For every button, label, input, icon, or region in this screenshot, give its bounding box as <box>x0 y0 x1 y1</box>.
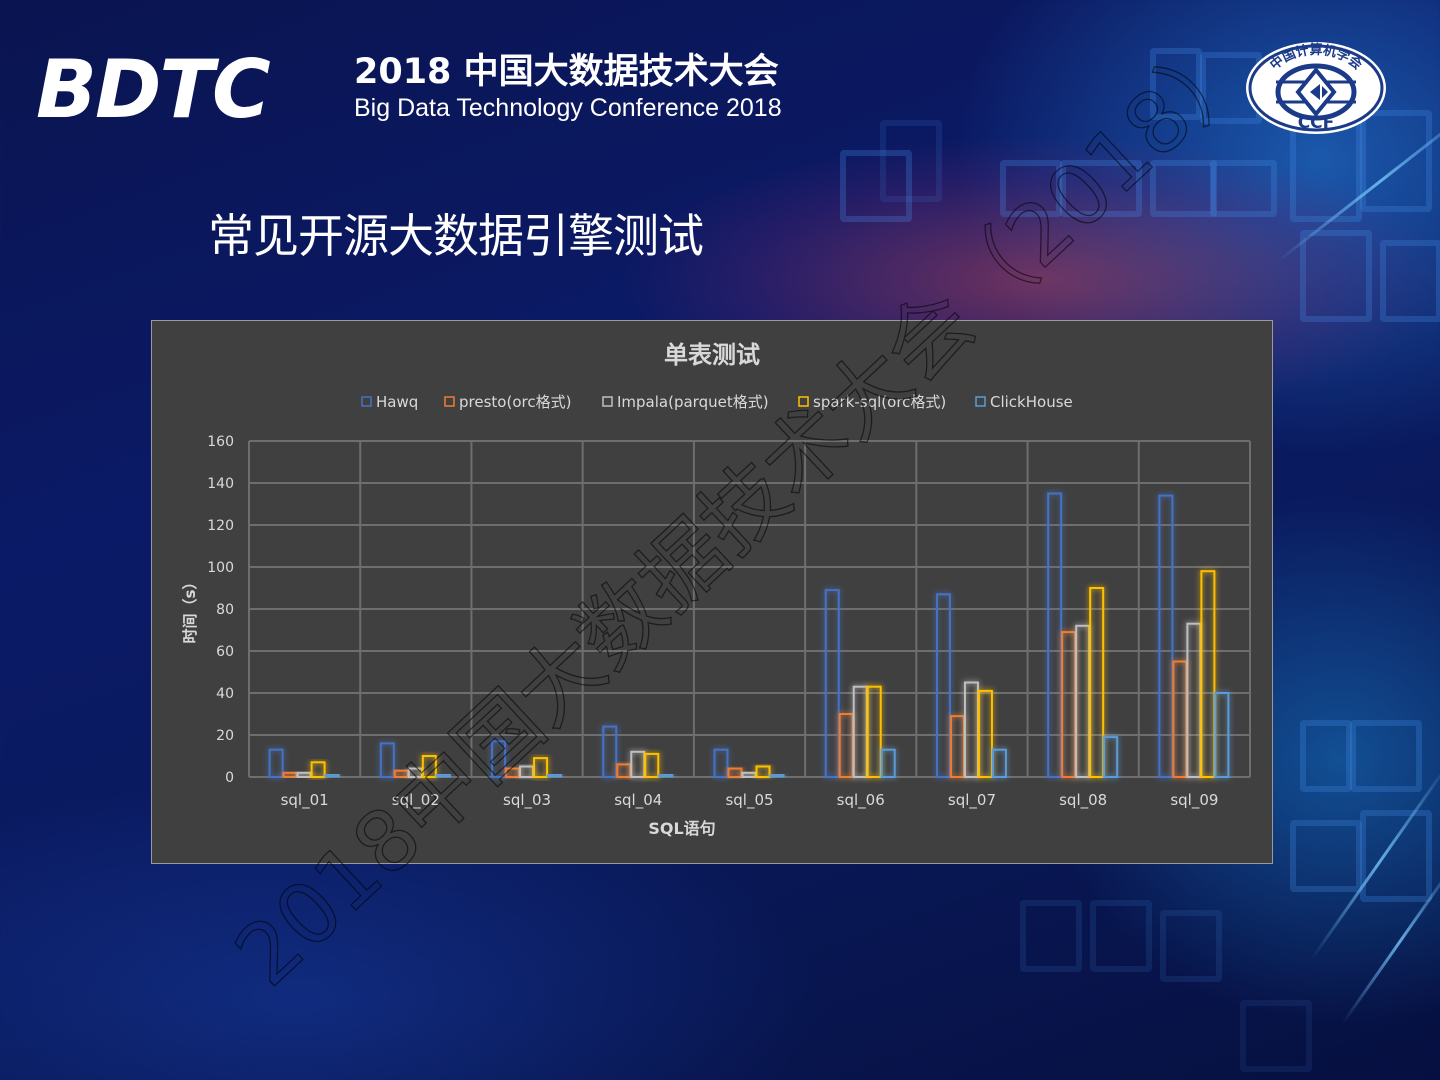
x-tick-label: sql_03 <box>503 791 551 810</box>
bar-0-4 <box>713 748 729 779</box>
bar-1-8 <box>1172 660 1188 778</box>
bar-1-4 <box>727 767 743 779</box>
bar-1-7 <box>1061 631 1077 778</box>
chart-bars <box>268 492 1230 779</box>
bar-3-2 <box>533 757 549 779</box>
bar-1-2 <box>505 767 521 779</box>
y-tick-label: 80 <box>216 602 234 618</box>
bar-4-3 <box>658 773 674 778</box>
bar-0-0 <box>268 748 284 779</box>
legend-label: ClickHouse <box>990 393 1073 411</box>
bar-2-3 <box>630 750 646 778</box>
bar-3-1 <box>421 755 437 778</box>
bar-2-1 <box>407 767 423 779</box>
y-tick-label: 120 <box>207 518 234 534</box>
bar-0-1 <box>379 742 395 778</box>
ccf-badge-abbr: CCF <box>1298 113 1335 133</box>
x-tick-label: sql_05 <box>725 791 773 810</box>
y-tick-label: 160 <box>207 434 234 450</box>
logo-mark: BDTC <box>36 43 271 136</box>
bar-0-2 <box>491 740 507 778</box>
bar-4-5 <box>880 748 896 779</box>
x-axis-label: SQL语句 <box>648 819 715 838</box>
bar-2-8 <box>1186 622 1202 779</box>
bar-2-0 <box>296 771 312 778</box>
bar-4-4 <box>769 773 785 778</box>
legend-label: Impala(parquet格式) <box>617 393 769 411</box>
y-tick-label: 60 <box>216 644 234 660</box>
x-tick-label: sql_01 <box>281 791 329 810</box>
y-tick-label: 140 <box>207 476 234 492</box>
bar-2-4 <box>741 771 757 778</box>
logo-english-title: Big Data Technology Conference 2018 <box>354 94 782 122</box>
legend-swatch <box>361 396 372 407</box>
bar-3-7 <box>1089 587 1105 778</box>
ccf-badge-icon: 中国计算机学会 CCF <box>1246 42 1386 134</box>
chart-title: 单表测试 <box>664 341 760 369</box>
bar-2-2 <box>519 765 535 778</box>
bar-2-5 <box>852 685 868 779</box>
logo-chinese-title: 2018 中国大数据技术大会 <box>354 52 779 92</box>
bar-3-8 <box>1200 570 1216 778</box>
x-tick-label: sql_06 <box>837 791 885 810</box>
y-tick-label: 0 <box>225 770 234 786</box>
legend-label: spark-sql(orc格式) <box>813 393 946 411</box>
bar-3-4 <box>755 765 771 778</box>
bar-2-6 <box>963 681 979 778</box>
slide-title: 常见开源大数据引擎测试 <box>208 209 704 263</box>
x-tick-label: sql_02 <box>392 791 440 810</box>
legend-label: presto(orc格式) <box>459 393 571 411</box>
legend-swatch <box>602 396 613 407</box>
x-tick-label: sql_07 <box>948 791 996 810</box>
chart-legend: Hawq presto(orc格式) Impala(parquet格式) spark-… <box>361 393 1073 411</box>
legend-swatch <box>444 396 455 407</box>
bar-4-1 <box>435 773 451 778</box>
bar-2-7 <box>1075 624 1091 778</box>
bar-4-7 <box>1103 736 1119 779</box>
bar-chart-panel: 单表测试 Hawq presto(orc格式) Impala(parquet格式) s… <box>151 320 1273 864</box>
bar-3-6 <box>977 689 993 778</box>
legend-swatch <box>975 396 986 407</box>
y-axis-label: 时间（s） <box>181 575 199 644</box>
bar-4-8 <box>1214 692 1230 778</box>
bar-0-5 <box>824 589 840 778</box>
y-axis-ticks: 0 20 40 60 80 100 120 140 160 <box>207 434 234 786</box>
y-tick-label: 40 <box>216 686 234 702</box>
bar-4-2 <box>547 773 563 778</box>
bar-1-1 <box>393 769 409 779</box>
x-tick-label: sql_08 <box>1059 791 1107 810</box>
bar-1-5 <box>838 713 854 778</box>
x-tick-label: sql_09 <box>1170 791 1218 810</box>
bar-1-0 <box>282 771 298 778</box>
bar-0-3 <box>602 725 618 779</box>
bar-0-8 <box>1158 494 1174 778</box>
y-tick-label: 100 <box>207 560 234 576</box>
bar-3-0 <box>310 761 326 778</box>
legend-label: Hawq <box>376 393 418 411</box>
bar-0-6 <box>935 593 951 778</box>
chart-grid <box>248 440 1251 778</box>
bar-4-0 <box>324 773 340 778</box>
bar-chart: 单表测试 Hawq presto(orc格式) Impala(parquet格式) s… <box>181 341 1251 838</box>
legend-swatch <box>798 396 809 407</box>
y-tick-label: 20 <box>216 728 234 744</box>
bar-3-3 <box>644 752 660 778</box>
bar-3-5 <box>866 685 882 779</box>
bar-1-3 <box>616 763 632 778</box>
bar-1-6 <box>949 715 965 779</box>
x-tick-label: sql_04 <box>614 791 662 810</box>
bar-4-6 <box>991 748 1007 779</box>
x-axis-ticks: sql_01 sql_02 sql_03 sql_04 sql_05 sql_06 sql_… <box>281 791 1219 810</box>
